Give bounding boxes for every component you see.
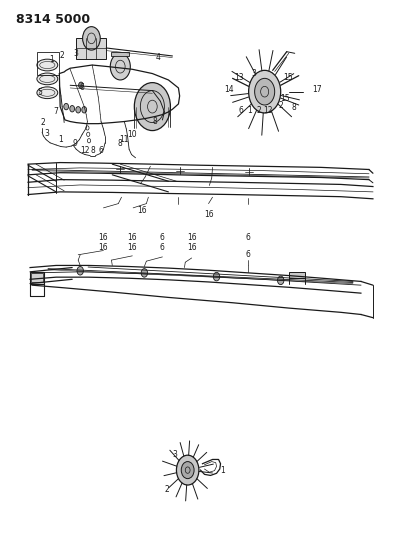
Polygon shape xyxy=(289,272,305,278)
Circle shape xyxy=(83,27,100,50)
Text: 8: 8 xyxy=(117,140,122,148)
Text: 6: 6 xyxy=(160,244,165,252)
Text: 16: 16 xyxy=(187,244,196,252)
Circle shape xyxy=(277,276,284,285)
Circle shape xyxy=(213,272,220,281)
Circle shape xyxy=(181,462,194,479)
Circle shape xyxy=(64,103,69,110)
Text: 6: 6 xyxy=(245,251,250,259)
Text: 2: 2 xyxy=(164,485,169,494)
Text: 1: 1 xyxy=(220,466,225,474)
Text: 16: 16 xyxy=(99,244,108,252)
Text: 16: 16 xyxy=(187,233,196,241)
Text: 10: 10 xyxy=(128,130,137,139)
Polygon shape xyxy=(111,52,129,56)
Text: 17: 17 xyxy=(312,85,322,94)
Text: 16: 16 xyxy=(205,210,214,219)
Text: 3: 3 xyxy=(172,450,177,458)
Circle shape xyxy=(79,82,83,88)
Circle shape xyxy=(70,106,75,112)
Text: 12: 12 xyxy=(263,107,273,115)
Ellipse shape xyxy=(37,87,58,99)
Text: 8: 8 xyxy=(91,146,95,155)
Text: 11: 11 xyxy=(119,135,128,144)
Text: 1: 1 xyxy=(247,107,252,115)
Circle shape xyxy=(176,455,199,485)
Circle shape xyxy=(141,269,148,277)
Circle shape xyxy=(134,83,170,131)
Circle shape xyxy=(76,107,81,113)
Circle shape xyxy=(110,53,130,80)
Text: 16: 16 xyxy=(128,244,137,252)
Text: 3: 3 xyxy=(251,69,256,78)
Circle shape xyxy=(82,107,87,113)
Text: 6: 6 xyxy=(239,107,244,115)
Text: 15: 15 xyxy=(281,94,290,103)
Text: 7: 7 xyxy=(53,108,58,116)
Text: 6: 6 xyxy=(160,233,165,241)
Text: 3: 3 xyxy=(45,129,50,138)
Circle shape xyxy=(249,70,281,113)
Text: 1: 1 xyxy=(58,135,63,144)
Text: 6: 6 xyxy=(99,146,103,155)
Circle shape xyxy=(255,78,275,105)
Text: 9: 9 xyxy=(73,140,78,148)
Text: 4: 4 xyxy=(156,53,161,62)
Text: 15: 15 xyxy=(283,73,293,82)
Text: 6: 6 xyxy=(245,233,250,241)
Text: 2: 2 xyxy=(256,107,261,115)
Text: 16: 16 xyxy=(138,206,147,215)
Text: 14: 14 xyxy=(225,85,234,94)
Text: 8314 5000: 8314 5000 xyxy=(16,13,90,26)
Text: 3: 3 xyxy=(73,49,78,58)
Text: 16: 16 xyxy=(128,233,137,241)
Text: 6: 6 xyxy=(80,83,85,92)
Text: 2: 2 xyxy=(278,101,283,110)
Circle shape xyxy=(77,266,83,275)
Text: 2: 2 xyxy=(41,118,46,127)
Polygon shape xyxy=(30,272,44,284)
Text: 16: 16 xyxy=(99,233,108,241)
Ellipse shape xyxy=(37,73,58,85)
Text: 13: 13 xyxy=(234,73,243,82)
Text: 8: 8 xyxy=(152,117,157,126)
Text: 1: 1 xyxy=(49,55,54,64)
Polygon shape xyxy=(76,38,106,59)
Text: 8: 8 xyxy=(291,103,296,112)
Text: 12: 12 xyxy=(80,146,90,155)
Ellipse shape xyxy=(37,59,58,71)
Text: 2: 2 xyxy=(60,52,65,60)
Text: 5: 5 xyxy=(37,88,42,96)
